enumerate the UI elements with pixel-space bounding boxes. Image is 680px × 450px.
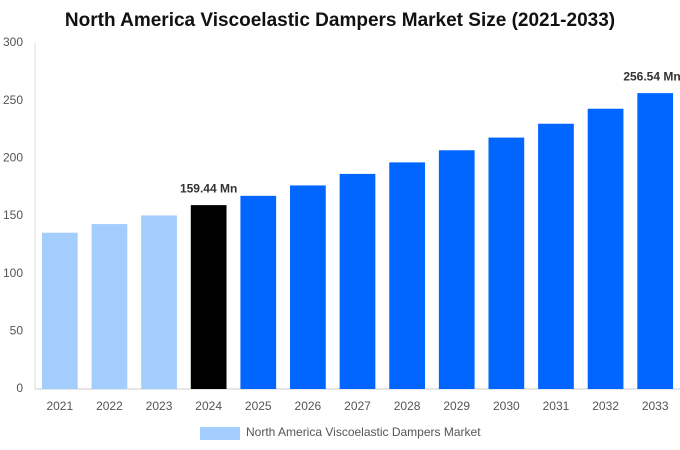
chart-title: North America Viscoelastic Dampers Marke… (65, 10, 615, 31)
x-tick-label: 2026 (295, 399, 322, 413)
legend-swatch (200, 427, 240, 440)
value-label: 256.54 Mn (623, 69, 680, 83)
bar (91, 224, 128, 389)
x-tick-label: 2023 (146, 399, 173, 413)
bar (41, 232, 78, 389)
x-tick-label: 2022 (96, 399, 123, 413)
bar (389, 162, 425, 389)
y-tick-label: 100 (3, 266, 23, 280)
x-tick-label: 2025 (245, 399, 272, 413)
x-tick-label: 2033 (642, 399, 669, 413)
y-tick-label: 200 (3, 151, 23, 165)
bar (438, 150, 475, 389)
x-tick-label: 2030 (493, 399, 520, 413)
x-tick-label: 2027 (344, 399, 371, 413)
bar (190, 205, 227, 389)
y-tick-label: 300 (3, 35, 23, 49)
x-tick-label: 2031 (543, 399, 570, 413)
bar (637, 93, 674, 389)
bar (538, 123, 574, 389)
x-tick-label: 2029 (443, 399, 470, 413)
bar (587, 108, 624, 390)
bar (240, 195, 277, 389)
x-tick-label: 2024 (195, 399, 222, 413)
bar (141, 215, 177, 389)
y-tick-label: 250 (3, 93, 23, 107)
value-label: 159.44 Mn (180, 181, 237, 195)
legend-label: North America Viscoelastic Dampers Marke… (246, 425, 481, 439)
x-tick-label: 2028 (394, 399, 421, 413)
y-tick-label: 0 (16, 381, 23, 395)
bar (488, 137, 525, 389)
x-tick-label: 2021 (46, 399, 73, 413)
bar (339, 173, 376, 389)
y-tick-label: 50 (10, 324, 24, 338)
bar (290, 185, 326, 389)
x-tick-label: 2032 (592, 399, 619, 413)
y-tick-label: 150 (3, 208, 23, 222)
